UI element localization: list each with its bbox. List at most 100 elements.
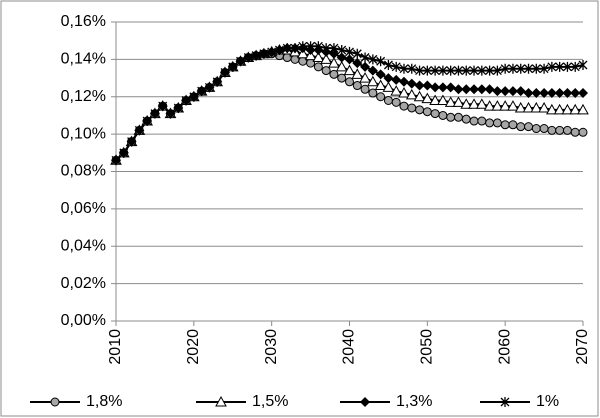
marker: [446, 65, 456, 76]
marker: [359, 72, 371, 83]
marker: [429, 94, 441, 105]
marker: [336, 52, 347, 63]
marker: [173, 102, 183, 113]
marker: [351, 68, 364, 79]
legend-label: 1%: [536, 393, 559, 410]
marker: [422, 80, 433, 91]
marker: [399, 63, 409, 74]
marker: [460, 98, 473, 109]
x-tick-label: 2060: [496, 329, 513, 365]
x-tick-label: 2010: [107, 329, 124, 365]
marker: [415, 65, 425, 76]
marker: [320, 53, 332, 64]
marker: [492, 65, 502, 76]
marker: [398, 76, 409, 87]
marker: [306, 41, 316, 52]
marker: [437, 82, 448, 93]
marker: [382, 81, 395, 92]
marker: [374, 79, 387, 91]
marker: [298, 56, 308, 66]
marker: [508, 120, 518, 130]
marker: [383, 73, 394, 84]
marker: [134, 125, 144, 136]
marker: [228, 61, 238, 72]
marker: [345, 77, 354, 87]
marker: [321, 43, 331, 54]
marker: [469, 116, 479, 126]
marker: [562, 61, 572, 72]
marker: [189, 91, 199, 102]
marker: [430, 65, 440, 76]
marker: [500, 120, 510, 130]
marker: [578, 127, 588, 137]
marker: [438, 110, 448, 120]
marker: [360, 61, 371, 72]
marker: [335, 60, 348, 72]
marker: [484, 84, 495, 95]
marker: [375, 69, 386, 80]
marker: [578, 59, 588, 70]
x-tick-label: 2030: [263, 329, 280, 365]
legend-label: 1,5%: [252, 393, 288, 410]
marker: [337, 45, 347, 56]
marker: [251, 50, 261, 61]
marker: [212, 76, 222, 87]
marker: [492, 86, 503, 97]
marker: [453, 112, 463, 122]
marker: [328, 57, 340, 68]
marker: [368, 88, 378, 98]
marker: [267, 46, 277, 57]
marker: [555, 125, 565, 135]
marker: [391, 74, 402, 85]
marker: [243, 52, 253, 63]
marker: [111, 155, 121, 166]
marker: [399, 101, 409, 111]
marker: [547, 61, 557, 72]
marker: [516, 122, 526, 132]
marker: [452, 96, 465, 107]
x-tick-label: 2040: [341, 329, 358, 365]
marker: [515, 86, 526, 97]
marker: [259, 48, 269, 59]
marker: [352, 48, 362, 59]
marker: [422, 107, 432, 117]
marker: [530, 101, 543, 113]
marker: [220, 67, 230, 78]
marker: [407, 103, 417, 113]
marker: [119, 147, 129, 158]
marker: [290, 43, 300, 54]
marker: [367, 75, 379, 87]
marker: [445, 82, 456, 93]
y-tick-label: 0,06%: [61, 200, 106, 217]
marker: [477, 116, 487, 126]
marker: [483, 100, 496, 111]
marker: [444, 96, 457, 107]
marker: [570, 127, 580, 137]
marker: [313, 62, 323, 72]
marker: [345, 46, 354, 57]
marker: [204, 82, 214, 93]
legend-marker: [50, 397, 60, 407]
marker: [523, 88, 534, 99]
marker: [430, 82, 441, 93]
marker: [539, 63, 549, 74]
marker: [524, 122, 534, 132]
marker: [298, 41, 308, 52]
marker: [492, 118, 502, 128]
marker: [142, 116, 152, 127]
marker: [236, 56, 245, 67]
marker: [166, 108, 175, 119]
marker: [438, 65, 448, 76]
marker: [337, 73, 347, 83]
marker: [391, 61, 401, 72]
y-tick-label: 0,08%: [61, 163, 106, 180]
marker: [554, 88, 565, 99]
marker: [499, 100, 512, 111]
legend-marker: [360, 397, 370, 407]
marker: [577, 103, 589, 115]
marker: [150, 108, 160, 119]
marker: [500, 63, 510, 74]
marker: [313, 41, 323, 52]
marker: [329, 69, 339, 79]
marker: [352, 81, 362, 91]
